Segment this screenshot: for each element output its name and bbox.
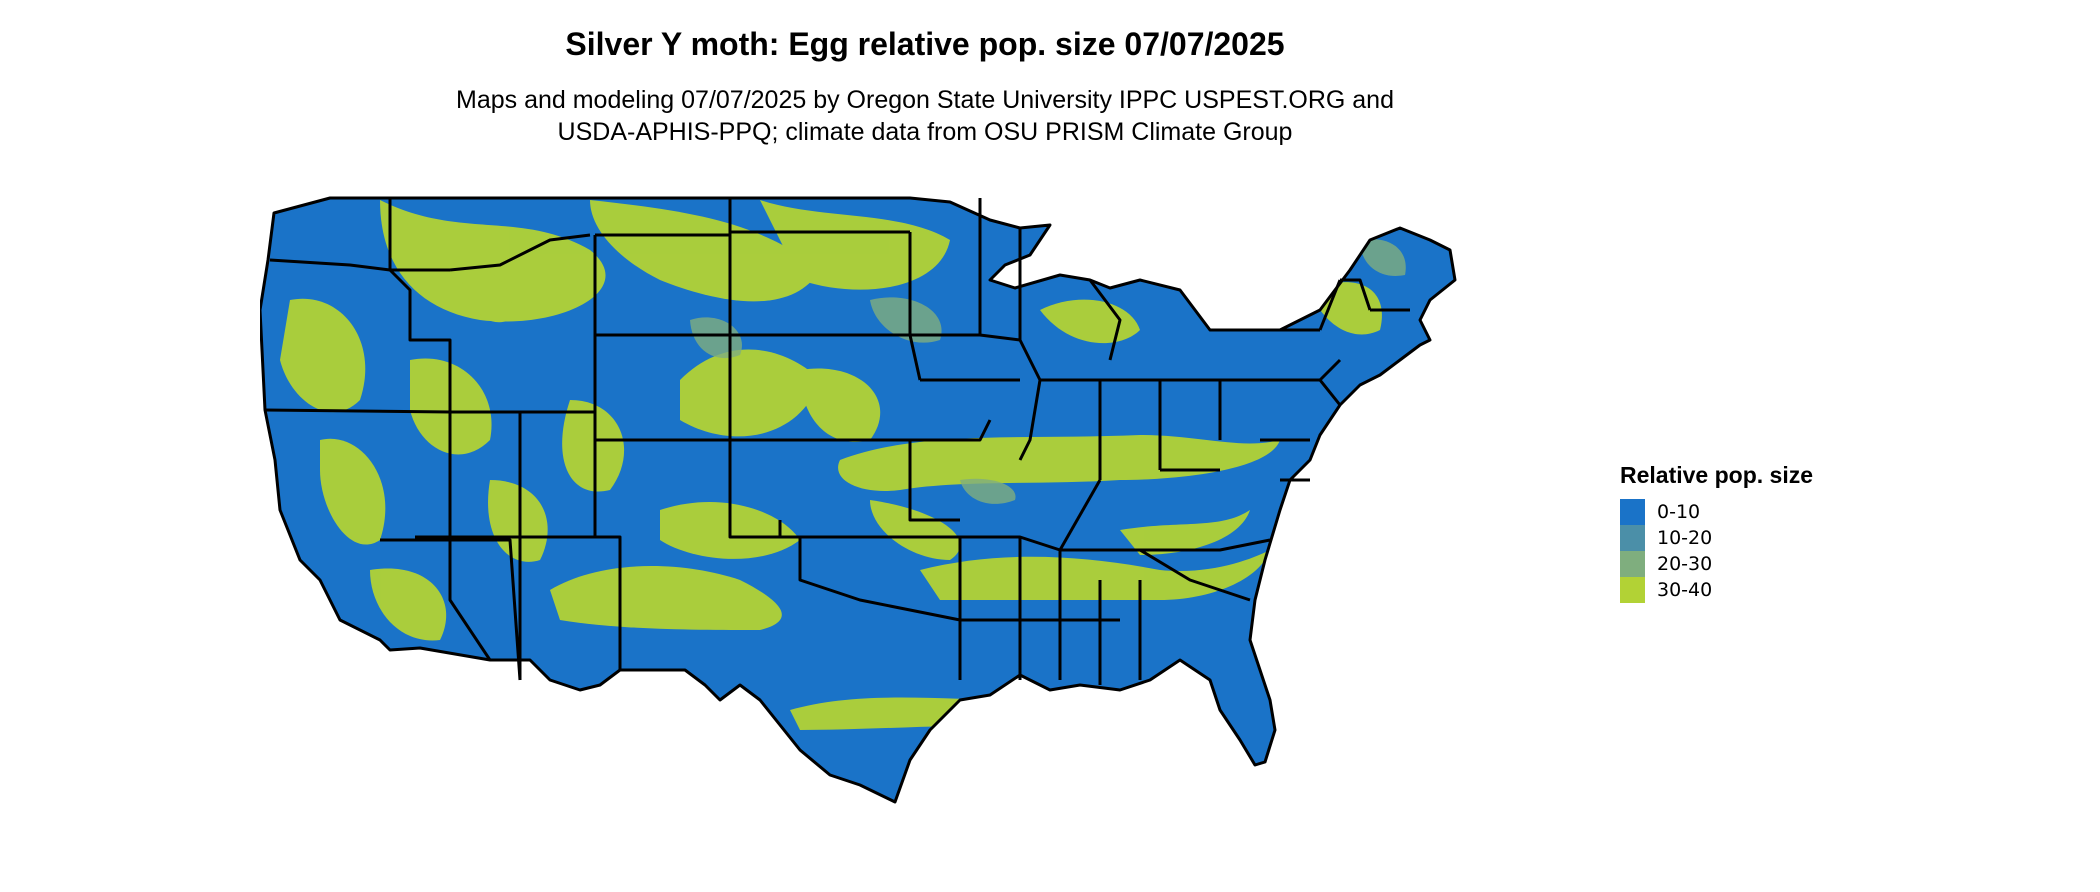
map-legend: Relative pop. size 0-10 10-20 20-30 30-4… [1620,462,1900,603]
us-choropleth-map [260,196,1457,804]
legend-swatch [1620,577,1645,603]
legend-label: 30-40 [1657,579,1713,601]
subtitle-line-1: Maps and modeling 07/07/2025 by Oregon S… [456,86,1394,114]
legend-swatch [1620,551,1645,577]
legend-item-0-10: 0-10 [1620,499,1900,525]
map-title: Silver Y moth: Egg relative pop. size 07… [565,26,1285,62]
legend-label: 10-20 [1657,527,1713,549]
us-landmass [260,198,1455,802]
high-population-areas [280,200,1382,762]
subtitle-line-2: USDA-APHIS-PPQ; climate data from OSU PR… [557,118,1293,146]
legend-label: 20-30 [1657,553,1713,575]
legend-item-30-40: 30-40 [1620,577,1900,603]
legend-title: Relative pop. size [1620,462,1814,488]
legend-label: 0-10 [1657,501,1701,523]
legend-swatch [1620,499,1645,525]
legend-item-10-20: 10-20 [1620,525,1900,551]
map-subtitle: Maps and modeling 07/07/2025 by Oregon S… [0,84,1850,148]
us-outline [260,196,1457,804]
mid-population-areas [690,239,1406,504]
legend-item-20-30: 20-30 [1620,551,1900,577]
state-borders [260,196,1457,804]
legend-swatch [1620,525,1645,551]
